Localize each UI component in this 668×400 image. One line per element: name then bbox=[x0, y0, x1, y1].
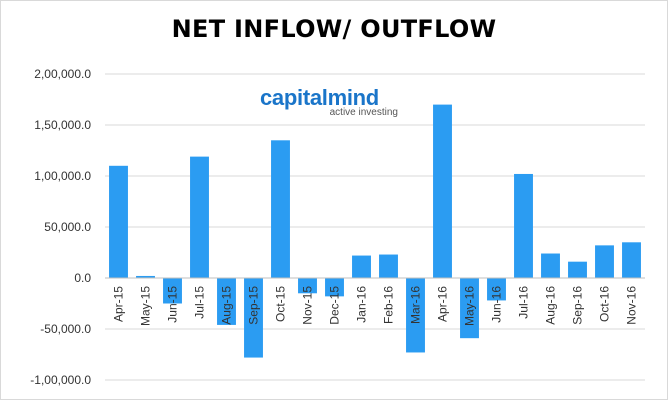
bar-Jan-16 bbox=[352, 255, 371, 278]
y-tick-label: -50,000.0 bbox=[40, 322, 91, 336]
x-tick-label: Jul-15 bbox=[193, 286, 207, 319]
x-tick-label: Jun-16 bbox=[490, 286, 504, 323]
logo-name: capitalmind bbox=[260, 85, 379, 110]
bar-May-16 bbox=[460, 278, 479, 339]
y-tick-label: 1,00,000.0 bbox=[34, 169, 91, 183]
x-tick-label: Dec-15 bbox=[328, 286, 342, 325]
x-tick-label: Apr-16 bbox=[436, 286, 450, 322]
bar-Sep-15 bbox=[244, 278, 263, 358]
bar-Jul-16 bbox=[514, 173, 533, 278]
x-tick-label: Oct-16 bbox=[598, 286, 612, 322]
bar-Feb-16 bbox=[379, 254, 398, 278]
x-tick-label: Apr-15 bbox=[112, 286, 126, 322]
x-tick-label: May-15 bbox=[139, 286, 153, 326]
x-tick-label: Jul-16 bbox=[517, 286, 531, 319]
bar-Apr-16 bbox=[433, 104, 452, 278]
y-tick-label: 50,000.0 bbox=[44, 220, 91, 234]
bar-May-15 bbox=[136, 275, 155, 278]
bar-Nov-16 bbox=[622, 242, 641, 278]
y-tick-label: 1,50,000.0 bbox=[34, 118, 91, 132]
y-tick-label: 2,00,000.0 bbox=[34, 67, 91, 81]
y-tick-label: 0.0 bbox=[74, 271, 91, 285]
x-tick-label: May-16 bbox=[463, 286, 477, 326]
bar-Aug-15 bbox=[217, 278, 236, 325]
bar-Apr-15 bbox=[109, 165, 128, 278]
y-tick-label: -1,00,000.0 bbox=[30, 373, 91, 387]
x-tick-label: Feb-16 bbox=[382, 286, 396, 324]
bar-Jun-16 bbox=[487, 278, 506, 301]
bar-Jun-15 bbox=[163, 278, 182, 304]
x-tick-label: Jun-15 bbox=[166, 286, 180, 323]
bar-Nov-15 bbox=[298, 278, 317, 294]
x-tick-label: Sep-16 bbox=[571, 286, 585, 325]
x-tick-label: Oct-15 bbox=[274, 286, 288, 322]
bar-Oct-15 bbox=[271, 140, 290, 278]
x-tick-label: Mar-16 bbox=[409, 286, 423, 324]
bar-Mar-16 bbox=[406, 278, 425, 353]
bar-Aug-16 bbox=[541, 253, 560, 278]
x-tick-label: Nov-15 bbox=[301, 286, 315, 325]
chart-title: NET INFLOW/ OUTFLOW bbox=[171, 15, 497, 43]
bar-Sep-16 bbox=[568, 261, 587, 278]
bar-Oct-16 bbox=[595, 245, 614, 278]
x-tick-label: Nov-16 bbox=[625, 286, 639, 325]
x-tick-label: Aug-15 bbox=[220, 286, 234, 325]
x-tick-label: Sep-15 bbox=[247, 286, 261, 325]
logo-tagline: active investing bbox=[329, 107, 398, 118]
x-tick-label: Jan-16 bbox=[355, 286, 369, 323]
bar-Jul-15 bbox=[190, 156, 209, 278]
x-tick-label: Aug-16 bbox=[544, 286, 558, 325]
bar-Dec-15 bbox=[325, 278, 344, 297]
capitalmind-logo: capitalmind active investing bbox=[260, 85, 400, 119]
